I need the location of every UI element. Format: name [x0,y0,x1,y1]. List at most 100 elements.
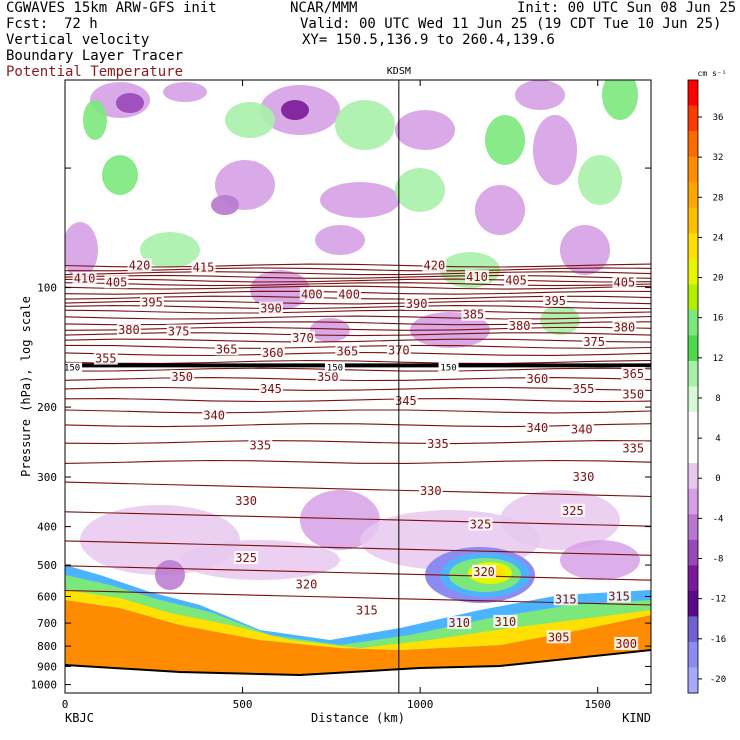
boundary-layer-tracer [65,600,651,675]
theta-label-background [393,393,418,407]
potential-temperature-contour [65,377,651,382]
theta-label: 375 [583,335,605,349]
theta-label-background [546,630,571,644]
theta-label-background [525,421,550,435]
theta-label: 420 [424,259,446,273]
colorbar-swatch [688,182,698,209]
theta-label: 315 [608,590,630,604]
theta-label: 320 [296,578,318,592]
colorbar-swatch [688,258,698,285]
theta-label: 305 [548,630,570,644]
vertical-velocity-contour [83,100,107,140]
colorbar-swatch [688,360,698,387]
tracer-label: 150 [327,364,343,374]
theta-label: 405 [505,274,527,288]
y-tick-label: 400 [37,521,57,534]
terrain [65,650,651,693]
potential-temperature-contour [65,540,651,556]
colorbar-unit: cm s⁻¹ [698,69,727,78]
theta-label: 380 [509,319,531,333]
vertical-velocity-contour [485,115,525,165]
x-tick-label: 1500 [584,698,611,711]
colorbar-swatch [688,539,698,566]
colorbar-tick-label: 4 [715,434,720,444]
start-station-label: KBJC [65,711,94,725]
colorbar-tick-label: 24 [713,233,724,243]
fcst-value: 72 h [64,16,98,32]
potential-temperature-contour [65,565,651,581]
theta-label-background [140,295,165,309]
theta-label: 385 [463,308,485,322]
potential-temperature-contour [65,481,651,498]
theta-label: 340 [527,421,549,435]
y-tick-label: 100 [37,282,57,295]
theta-label: 325 [562,504,584,518]
potential-temperature-contour [65,440,651,445]
theta-label: 400 [338,287,360,301]
vertical-velocity-contour [163,82,207,102]
theta-label-background [234,494,259,508]
colorbar-tick-label: 36 [713,113,724,123]
colorbar-swatch [688,412,698,439]
xy-range: XY= 150.5,136.9 to 260.4,139.6 [302,32,555,48]
theta-label: 330 [420,484,442,498]
colorbar-swatch [688,641,698,668]
theta-label-background [621,366,646,380]
theta-label-background [294,577,319,591]
valid-time: Valid: 00 UTC Wed 11 Jun 25 (19 CDT Tue … [300,16,722,32]
theta-label: 340 [203,409,225,423]
theta-label-background [464,269,489,283]
theta-label-background [93,351,118,365]
theta-label-background [447,616,472,630]
vertical-velocity-contour [602,80,638,120]
vertical-velocity-contour [281,100,309,120]
theta-label-background [290,331,315,345]
potential-temperature-contour [65,285,651,290]
colorbar-swatch [688,309,698,336]
colorbar-swatch [688,514,698,541]
vertical-velocity-contour [102,155,138,195]
colorbar-tick-label: -20 [710,675,726,685]
vertical-velocity-contour [315,225,365,255]
y-tick-label: 300 [37,471,57,484]
theta-label: 325 [235,551,257,565]
colorbar-swatch [688,284,698,311]
theta-label: 390 [260,302,282,316]
x-tick-label: 1000 [407,698,434,711]
x-tick-label: 0 [62,698,69,711]
y-tick-label: 800 [37,640,57,653]
theta-label: 420 [129,259,151,273]
colorbar-swatch [688,488,698,515]
theta-label-background [571,470,596,484]
colorbar-tick-label: -8 [713,555,724,565]
colorbar-tick-label: -16 [710,635,726,645]
theta-label-background [258,301,283,315]
theta-label-background [614,636,639,650]
vertical-velocity-contour [560,540,640,580]
theta-label: 375 [168,324,190,338]
potential-temperature-contour [65,282,651,287]
vertical-velocity-contour [65,222,98,278]
potential-temperature-contour [65,367,651,372]
potential-temperature-contour [65,409,651,414]
init-time: Init: 00 UTC Sun 08 Jun 25 [517,0,737,16]
colorbar-swatch [688,207,698,234]
field-vertical-velocity: Vertical velocity [6,32,150,48]
colorbar-swatch [688,80,698,107]
colorbar-swatch [688,156,698,183]
potential-temperature-contour [65,423,651,428]
plot-area: 420 415 410 405 400 400 395 390 380 375 370 365 360 3… [65,80,651,693]
y-tick-label: 1000 [31,679,58,692]
theta-label-background [571,381,596,395]
theta-label-background [472,564,497,578]
vertical-velocity-contour [533,115,577,185]
theta-label: 365 [216,342,238,356]
colorbar-tick-label: 8 [715,394,720,404]
theta-label: 355 [573,382,595,396]
vertical-velocity-contour [140,232,200,268]
theta-label-background [234,551,259,565]
vertical-velocity-contour [225,102,275,138]
y-tick-label: 700 [37,617,57,630]
potential-temperature-contour [65,267,651,272]
